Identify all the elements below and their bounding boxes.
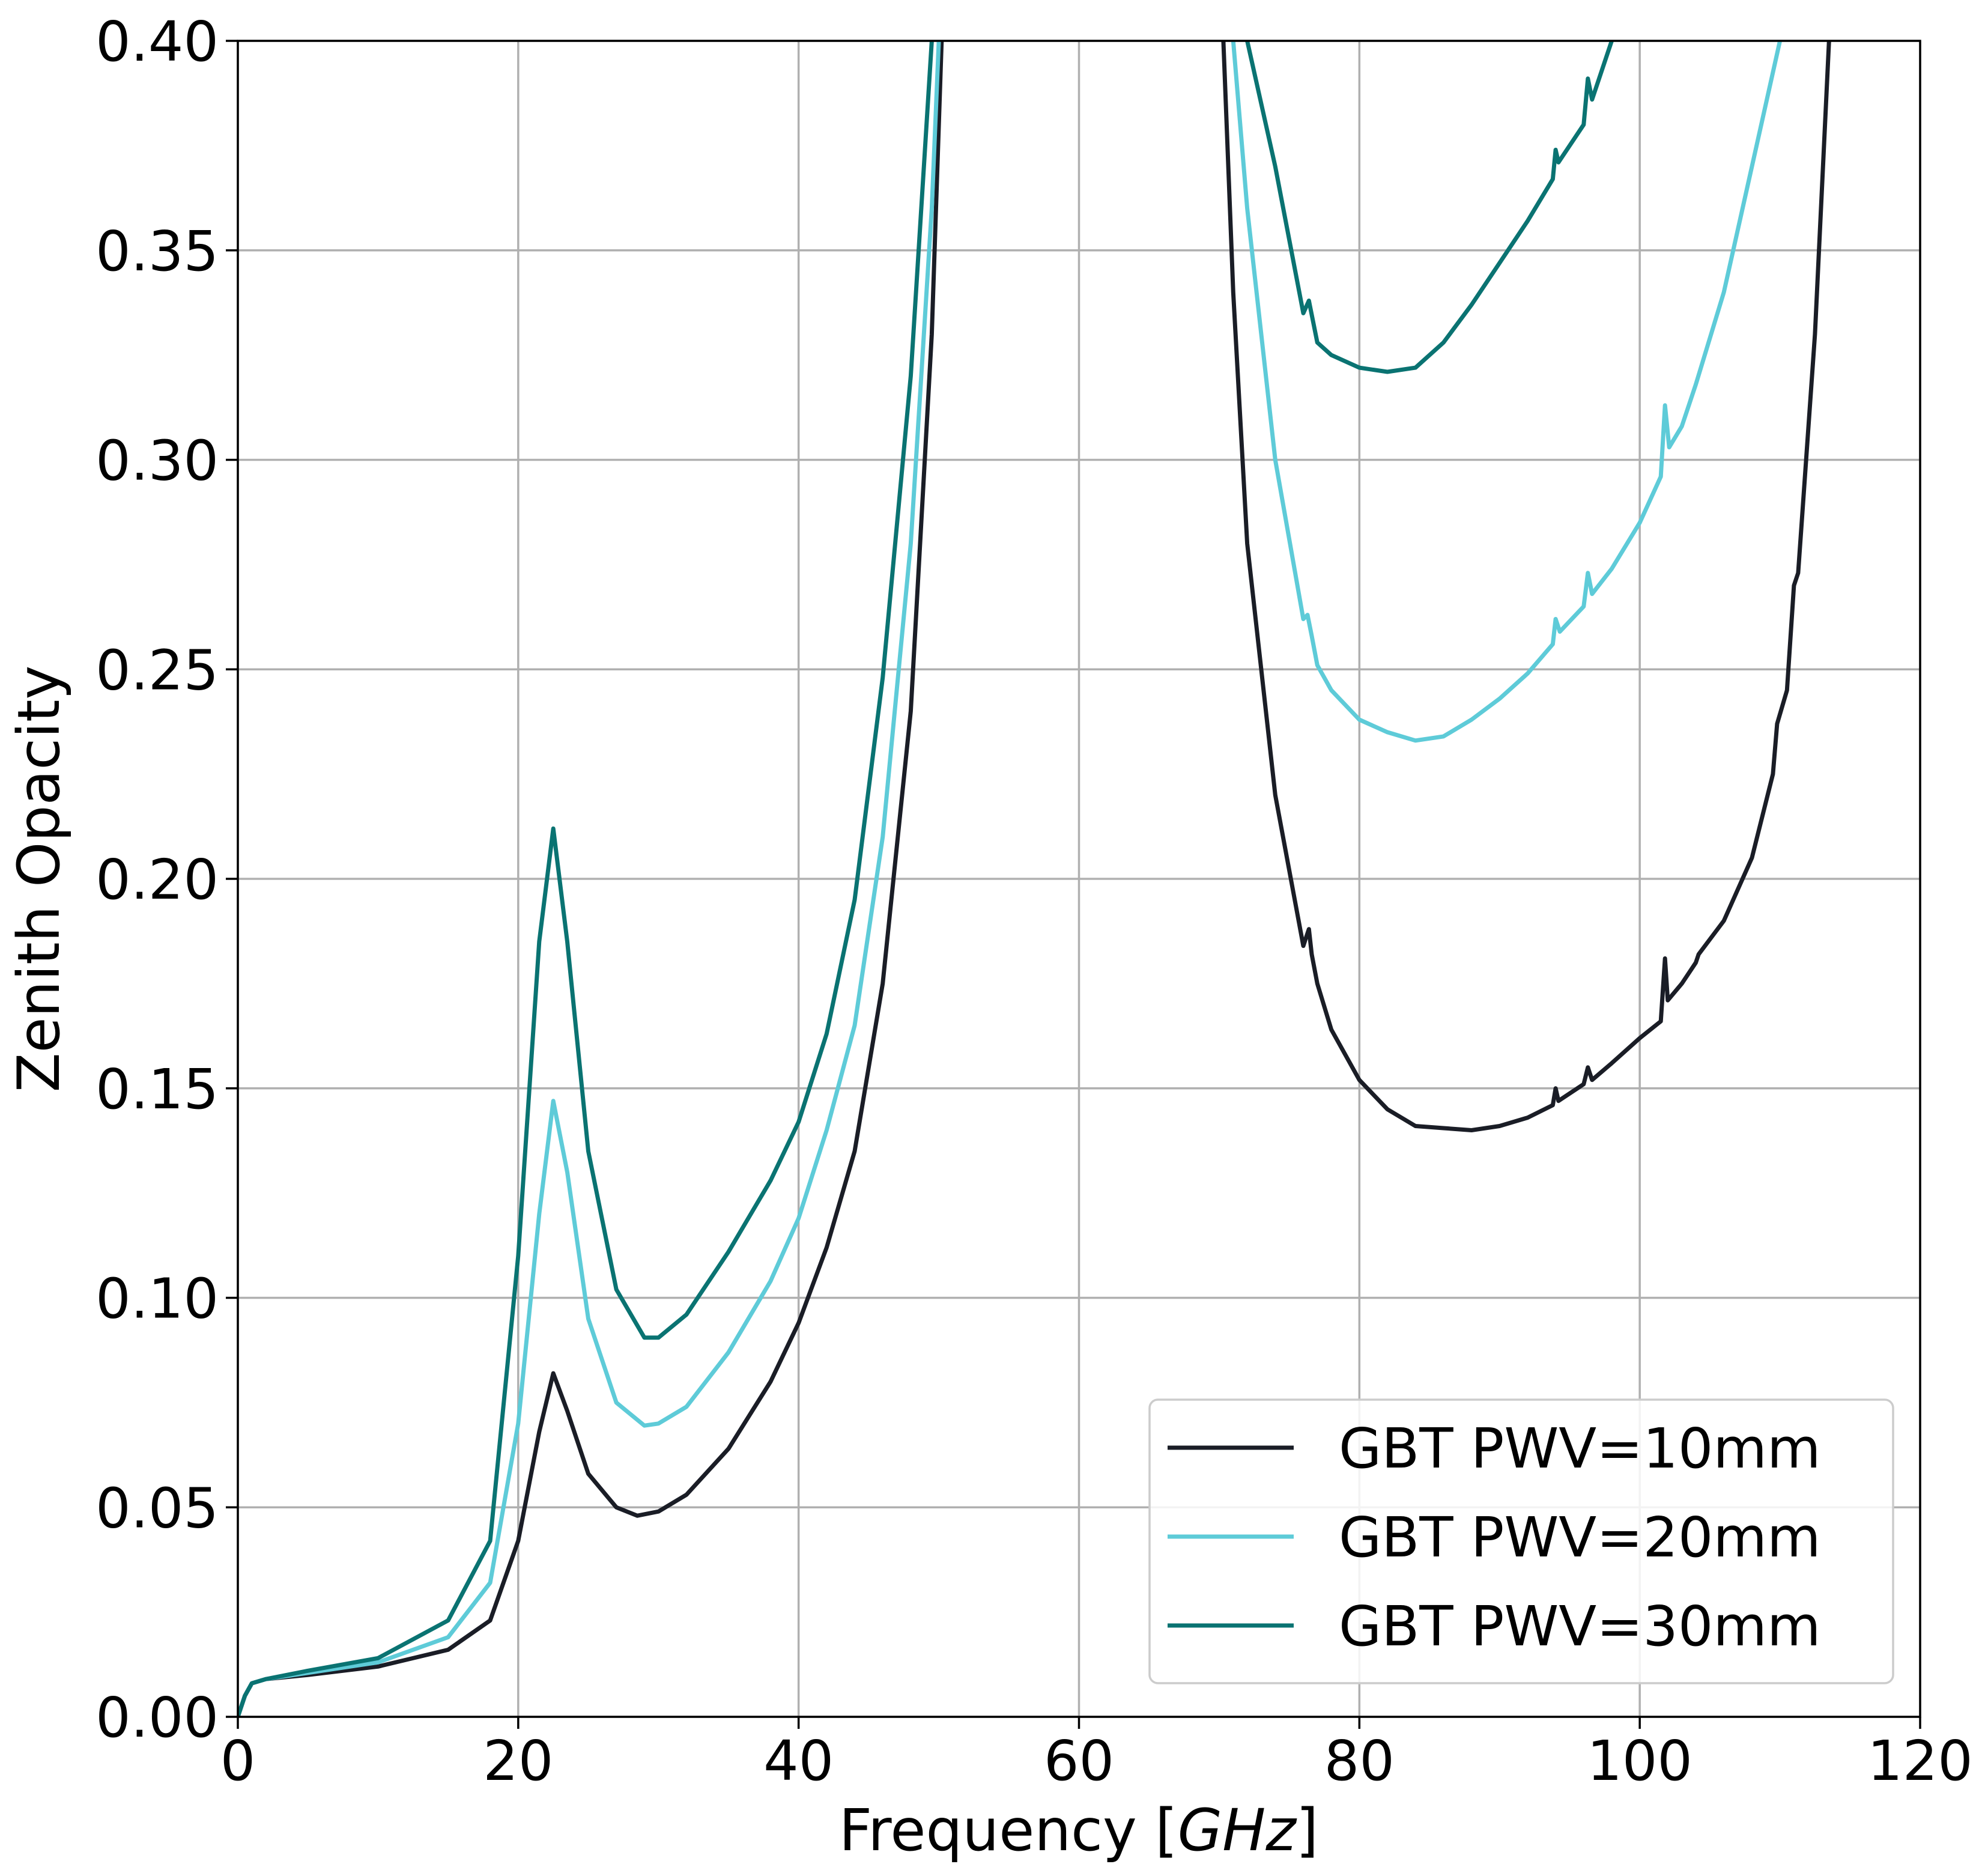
x-axis-ticks: 0 20 40 60 80 100 120	[220, 1717, 1973, 1793]
series-line-3	[238, 41, 1614, 1717]
series-line-2	[238, 41, 1783, 1717]
series-group	[238, 41, 1831, 1717]
x-tick-label: 20	[483, 1729, 553, 1793]
y-tick-label: 0.40	[95, 10, 219, 74]
legend-label: GBT PWV=30mm	[1339, 1594, 1821, 1659]
legend-label: GBT PWV=20mm	[1339, 1505, 1821, 1570]
x-tick-label: 60	[1044, 1729, 1114, 1793]
y-tick-label: 0.35	[95, 219, 219, 284]
y-tick-label: 0.20	[95, 848, 219, 912]
x-axis-label: Frequency [GHz]	[839, 1797, 1318, 1864]
x-tick-label: 120	[1867, 1729, 1973, 1793]
x-tick-label: 80	[1324, 1729, 1395, 1793]
x-tick-label: 0	[220, 1729, 256, 1793]
x-tick-label: 100	[1587, 1729, 1693, 1793]
legend: GBT PWV=10mm GBT PWV=20mm GBT PWV=30mm	[1148, 1398, 1894, 1684]
y-axis-ticks: 0.00 0.05 0.10 0.15 0.20 0.25 0.30 0.35 0.40	[95, 10, 238, 1750]
x-axis-label-text: Frequency	[839, 1797, 1137, 1864]
x-tick-label: 40	[763, 1729, 834, 1793]
legend-label: GBT PWV=10mm	[1339, 1416, 1821, 1481]
y-tick-label: 0.15	[95, 1057, 219, 1122]
x-axis-unit: GHz	[1178, 1797, 1298, 1864]
series-line-1	[238, 41, 1831, 1717]
legend-box	[1148, 1398, 1894, 1684]
y-tick-label: 0.00	[95, 1686, 219, 1750]
y-tick-label: 0.10	[95, 1267, 219, 1331]
y-tick-label: 0.25	[95, 638, 219, 702]
y-tick-label: 0.30	[95, 429, 219, 493]
y-axis-label: Zenith Opacity	[5, 666, 73, 1093]
y-tick-label: 0.05	[95, 1476, 219, 1540]
